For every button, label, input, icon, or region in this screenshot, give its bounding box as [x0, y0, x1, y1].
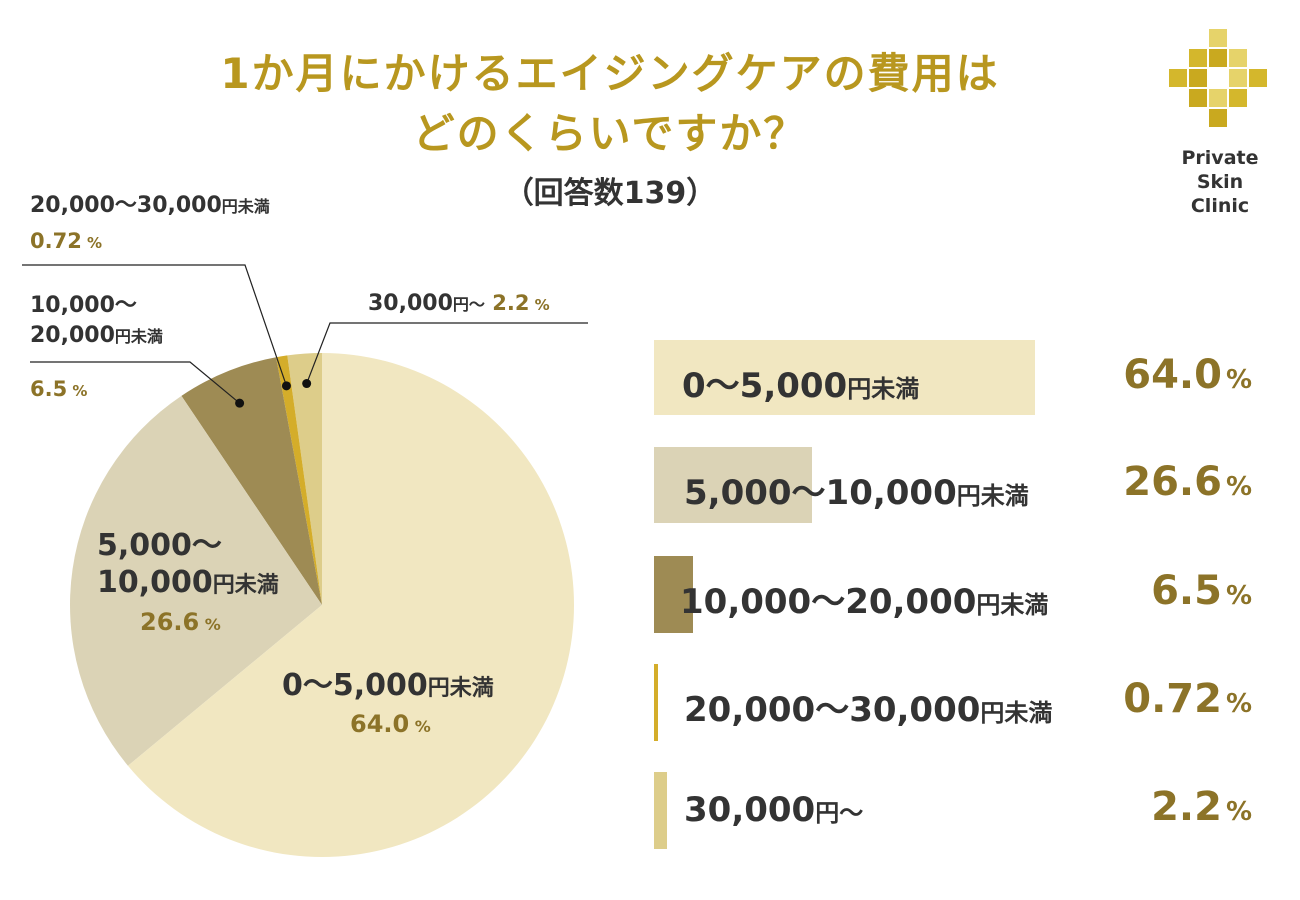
slice-value: 0.72 % [30, 229, 102, 253]
pie-slice [181, 357, 322, 605]
logo-mosaic-tile [1229, 49, 1247, 67]
slice-value: 64.0 % [350, 710, 431, 738]
bar-label: 0〜5,000円未満 [682, 366, 920, 406]
logo-mosaic-tile [1189, 49, 1207, 67]
logo-text-line1: Private [1181, 147, 1259, 169]
logo-mosaic-tile [1249, 69, 1267, 87]
logo-mosaic-tile [1209, 89, 1227, 107]
bar-value: 6.5% [1151, 568, 1252, 614]
logo-mosaic-tile [1209, 109, 1227, 127]
bar-value: 64.0% [1123, 352, 1252, 398]
bar [654, 340, 1035, 415]
bar-value: 2.2% [1151, 784, 1252, 830]
logo-mosaic-tile [1189, 89, 1207, 107]
logo-mosaic-tile [1229, 89, 1247, 107]
bar [654, 664, 659, 741]
slice-label: 30,000円〜 2.2 % [368, 291, 550, 316]
chart-title-line1: 1か月にかけるエイジングケアの費用は [220, 49, 1000, 98]
slice-label: 10,000〜 [30, 293, 137, 318]
slice-label: 20,000〜30,000円未満 [30, 193, 270, 218]
bar [654, 447, 813, 523]
logo-mosaic-tile [1169, 69, 1187, 87]
bar [654, 772, 668, 849]
bar-value: 0.72% [1123, 676, 1252, 722]
bar-value: 26.6% [1123, 459, 1252, 505]
pie-slice [287, 353, 322, 605]
leader-dot [302, 379, 312, 389]
slice-label: 20,000円未満 [30, 323, 163, 348]
gold-cross-mosaic-icon [1169, 29, 1267, 127]
logo-text-line3: Clinic [1190, 195, 1250, 217]
logo-mosaic-tile [1229, 69, 1247, 87]
bar-label: 10,000〜20,000円未満 [680, 582, 1049, 622]
leader-line [306, 322, 588, 384]
chart-title-line2: どのくらいですか？ [412, 109, 808, 158]
bar-label: 30,000円〜 [684, 790, 864, 830]
leader-dot [281, 381, 291, 391]
slice-label: 0〜5,000円未満 [282, 668, 494, 703]
leader-line [30, 361, 240, 404]
logo-mosaic-tile [1189, 69, 1207, 87]
leader-dot [235, 398, 245, 408]
logo-text-line2: Skin [1196, 171, 1244, 193]
logo-mosaic-tile [1209, 49, 1227, 67]
response-count-subtitle: （回答数139） [503, 176, 717, 211]
slice-label: 10,000円未満 [97, 565, 279, 600]
slice-label: 5,000〜 [97, 528, 222, 563]
slice-value: 6.5 % [30, 377, 87, 401]
pie-slice [69, 395, 323, 766]
bar-label: 20,000〜30,000円未満 [684, 690, 1053, 730]
pie-slice [276, 355, 322, 605]
slice-value: 26.6 % [140, 608, 221, 636]
leader-line [22, 264, 288, 387]
bar [654, 556, 693, 633]
pie-slice [127, 353, 575, 858]
bar-label: 5,000〜10,000円未満 [684, 473, 1029, 513]
logo-mosaic-tile [1209, 29, 1227, 47]
private-skin-clinic-logo: Private Skin Clinic [1168, 28, 1272, 218]
